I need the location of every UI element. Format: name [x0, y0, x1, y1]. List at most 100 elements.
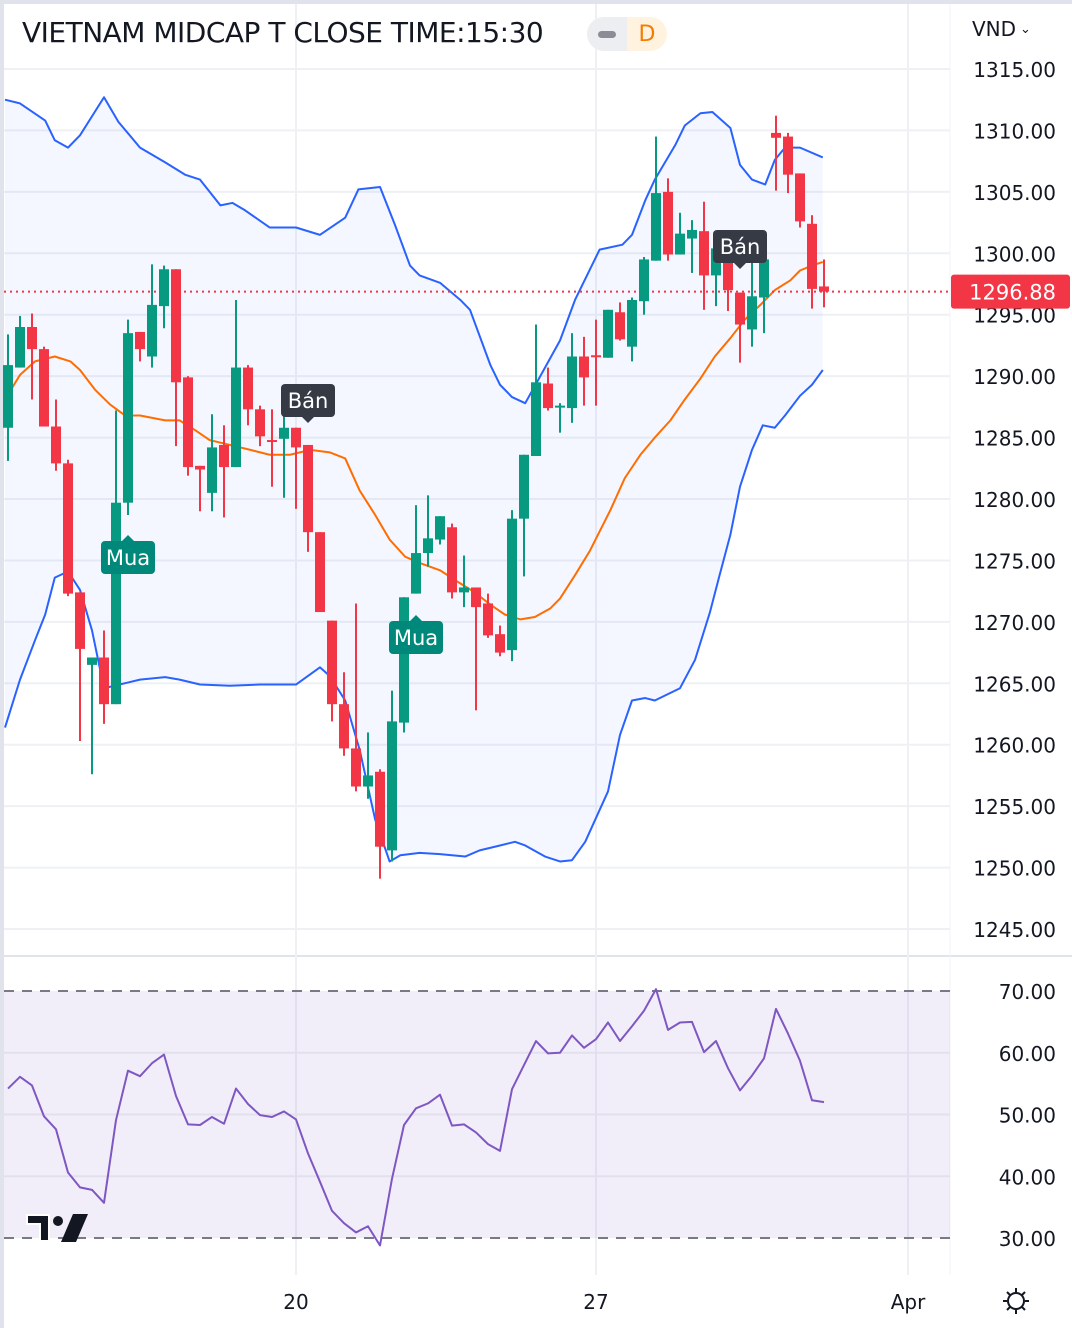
candle[interactable] — [531, 324, 541, 457]
last-price-value: 1296.88 — [969, 281, 1056, 305]
candle-body — [267, 440, 277, 443]
candle[interactable] — [303, 444, 313, 552]
candle[interactable] — [231, 299, 241, 468]
candle[interactable] — [183, 376, 193, 476]
candle[interactable] — [591, 319, 601, 406]
candle[interactable] — [495, 625, 505, 657]
candle[interactable] — [471, 587, 481, 711]
sell-signal-marker[interactable]: Bán — [281, 384, 335, 423]
candle[interactable] — [795, 173, 805, 228]
candle[interactable] — [735, 292, 745, 363]
candle[interactable] — [579, 336, 589, 406]
candle[interactable] — [207, 414, 217, 512]
candle[interactable] — [135, 331, 145, 362]
candle[interactable] — [699, 201, 709, 310]
candle[interactable] — [279, 414, 289, 498]
candle[interactable] — [447, 523, 457, 599]
candle[interactable] — [51, 399, 61, 471]
candle[interactable] — [663, 178, 673, 261]
buy-signal-marker[interactable]: Mua — [101, 535, 155, 574]
marker-pointer-up-icon — [410, 615, 422, 621]
candle[interactable] — [195, 465, 205, 512]
candle-body — [663, 191, 673, 255]
candle-body — [555, 405, 565, 408]
candle[interactable] — [267, 409, 277, 487]
candle[interactable] — [255, 405, 265, 447]
candle[interactable] — [687, 220, 697, 273]
price-axis-tick-label: 1255.00 — [973, 795, 1056, 819]
candle[interactable] — [615, 302, 625, 341]
candle[interactable] — [27, 313, 37, 400]
candle[interactable] — [627, 297, 637, 362]
candle[interactable] — [651, 136, 661, 261]
logo-mark-dot — [53, 1216, 63, 1226]
candle[interactable] — [555, 403, 565, 433]
candle[interactable] — [351, 603, 361, 792]
candle[interactable] — [807, 215, 817, 309]
candle[interactable] — [543, 367, 553, 411]
candle[interactable] — [399, 597, 409, 733]
candle-body — [135, 331, 145, 350]
candle[interactable] — [291, 427, 301, 509]
settings-gear-icon[interactable] — [1003, 1288, 1029, 1314]
candle[interactable] — [327, 620, 337, 722]
candle[interactable] — [675, 212, 685, 255]
candle-body — [159, 269, 169, 307]
candle-body — [27, 327, 37, 350]
candle[interactable] — [171, 269, 181, 447]
candle[interactable] — [483, 593, 493, 638]
candle[interactable] — [771, 115, 781, 191]
candle-body — [327, 620, 337, 705]
candle[interactable] — [819, 259, 829, 308]
marker-box — [101, 541, 155, 574]
candle[interactable] — [387, 690, 397, 862]
candle[interactable] — [519, 454, 529, 577]
candle[interactable] — [315, 532, 325, 613]
candle[interactable] — [603, 309, 613, 358]
candle[interactable] — [507, 510, 517, 662]
candle[interactable] — [219, 425, 229, 518]
candle-body — [87, 657, 97, 665]
candle-body — [543, 383, 553, 409]
rsi-axis-tick-label: 60.00 — [999, 1042, 1056, 1066]
tradingview-logo[interactable] — [26, 1214, 88, 1242]
candle-body — [219, 444, 229, 468]
candle[interactable] — [423, 495, 433, 567]
candle[interactable] — [411, 505, 421, 594]
currency-selector[interactable]: VND ⌄ — [972, 17, 1031, 41]
candle[interactable] — [75, 592, 85, 742]
candle[interactable] — [363, 732, 373, 799]
marker-pointer-down-icon — [302, 417, 314, 423]
candle[interactable] — [3, 334, 13, 461]
price-axis-tick-label: 1305.00 — [973, 181, 1056, 205]
candle[interactable] — [123, 319, 133, 515]
candle[interactable] — [63, 459, 73, 597]
candle[interactable] — [243, 365, 253, 426]
candle[interactable] — [15, 315, 25, 368]
candle[interactable] — [159, 265, 169, 329]
candle[interactable] — [39, 346, 49, 427]
candle-body — [423, 538, 433, 554]
buy-signal-marker[interactable]: Mua — [389, 615, 443, 654]
candle-body — [303, 444, 313, 533]
candle[interactable] — [147, 264, 157, 368]
chevron-down-icon: ⌄ — [1020, 22, 1031, 37]
candle[interactable] — [567, 333, 577, 423]
candle[interactable] — [87, 657, 97, 775]
sell-signal-marker[interactable]: Bán — [713, 230, 767, 269]
candle[interactable] — [435, 516, 445, 545]
candle[interactable] — [375, 769, 385, 879]
bollinger-basis-line — [7, 260, 824, 621]
candle[interactable] — [99, 630, 109, 724]
candle-body — [195, 465, 205, 470]
candle[interactable] — [783, 132, 793, 194]
candle[interactable] — [639, 256, 649, 315]
candle[interactable] — [759, 259, 769, 334]
candle[interactable] — [459, 555, 469, 608]
candle[interactable] — [339, 672, 349, 756]
candle-body — [399, 597, 409, 723]
interval-badge[interactable]: D — [587, 17, 667, 51]
candle[interactable] — [747, 252, 757, 347]
candle-body — [567, 356, 577, 409]
